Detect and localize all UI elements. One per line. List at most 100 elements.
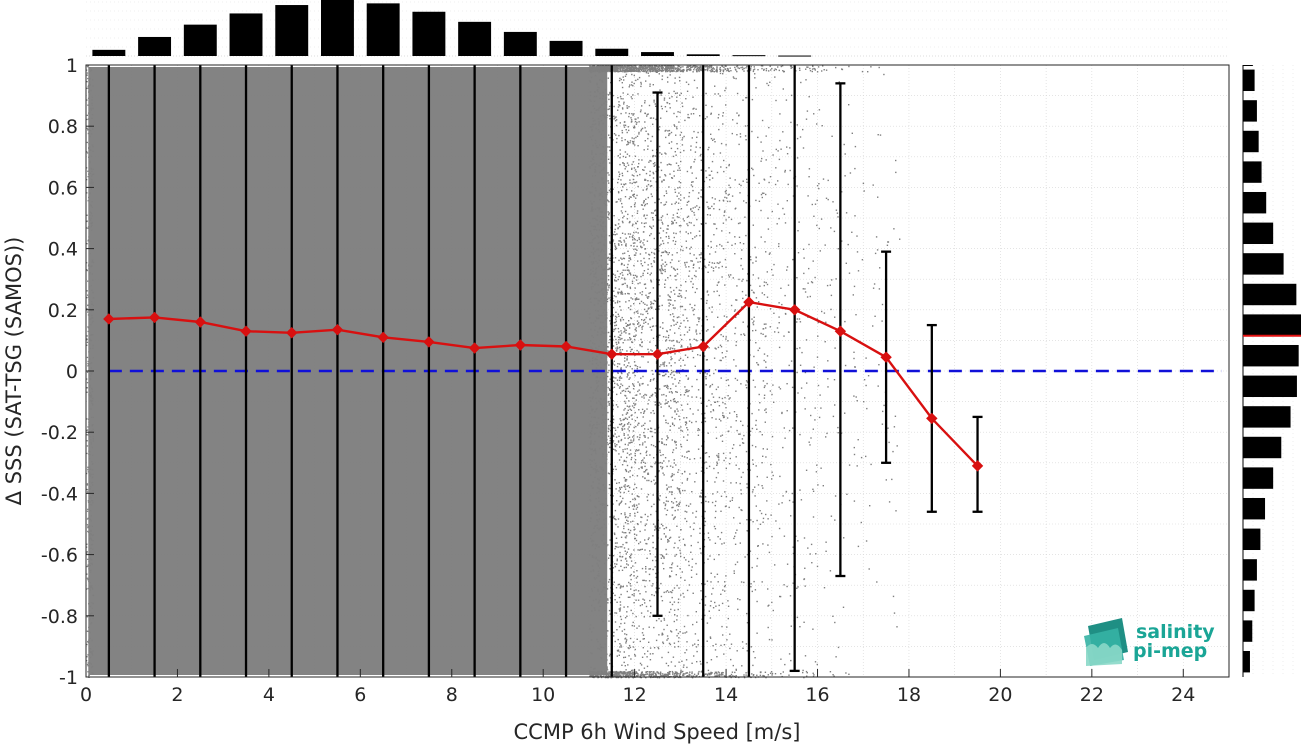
scatter-point: [671, 177, 672, 178]
scatter-point: [645, 591, 646, 592]
scatter-point: [615, 234, 616, 235]
scatter-point: [675, 671, 676, 672]
scatter-point: [715, 528, 716, 529]
scatter-point: [616, 69, 617, 70]
scatter-point: [646, 543, 647, 544]
scatter-point: [616, 349, 617, 350]
scatter-point: [592, 357, 593, 358]
scatter-point: [636, 449, 637, 450]
scatter-point: [669, 252, 670, 253]
scatter-point: [599, 328, 600, 329]
scatter-point: [701, 671, 702, 672]
scatter-point: [647, 610, 648, 611]
scatter-point: [600, 432, 601, 433]
scatter-point: [592, 396, 593, 397]
scatter-point: [622, 221, 623, 222]
scatter-point: [661, 181, 662, 182]
scatter-point: [643, 258, 644, 259]
scatter-point: [684, 580, 685, 581]
scatter-point: [600, 219, 601, 220]
scatter-point: [689, 222, 690, 223]
scatter-point: [705, 223, 706, 224]
scatter-point: [632, 594, 633, 595]
scatter-point: [659, 70, 660, 71]
scatter-point: [635, 137, 636, 138]
scatter-point: [634, 361, 635, 362]
scatter-point: [693, 267, 694, 268]
scatter-point: [705, 372, 706, 373]
scatter-point: [613, 300, 614, 301]
scatter-point: [648, 307, 649, 308]
scatter-point: [617, 547, 618, 548]
scatter-point: [669, 391, 670, 392]
scatter-point: [681, 339, 682, 340]
scatter-point: [679, 293, 680, 294]
scatter-point: [605, 419, 606, 420]
scatter-point: [614, 443, 615, 444]
scatter-point: [605, 204, 606, 205]
scatter-point: [680, 365, 681, 366]
scatter-point: [651, 431, 652, 432]
scatter-point: [593, 600, 594, 601]
scatter-point: [591, 430, 592, 431]
scatter-point: [641, 396, 642, 397]
scatter-point: [629, 476, 630, 477]
scatter-point: [636, 394, 637, 395]
scatter-point: [676, 340, 677, 341]
scatter-point: [690, 232, 691, 233]
scatter-point: [676, 402, 677, 403]
scatter-point: [632, 505, 633, 506]
scatter-point: [664, 98, 665, 99]
scatter-point: [650, 304, 651, 305]
scatter-point: [625, 166, 626, 167]
scatter-point: [604, 594, 605, 595]
scatter-point: [609, 92, 610, 93]
scatter-point: [594, 96, 595, 97]
scatter-point: [714, 141, 715, 142]
scatter-point: [616, 342, 617, 343]
scatter-point: [719, 262, 720, 263]
scatter-point: [714, 576, 715, 577]
scatter-point: [604, 672, 605, 673]
top-hist-bar: [458, 22, 491, 56]
scatter-point: [590, 161, 591, 162]
scatter-point: [674, 124, 675, 125]
scatter-point: [609, 388, 610, 389]
scatter-point: [605, 67, 606, 68]
scatter-point: [594, 411, 595, 412]
scatter-point: [710, 241, 711, 242]
scatter-point: [627, 423, 628, 424]
scatter-point: [614, 534, 615, 535]
scatter-point: [622, 630, 623, 631]
scatter-point: [607, 172, 608, 173]
scatter-point: [625, 537, 626, 538]
scatter-point: [667, 403, 668, 404]
scatter-point: [640, 412, 641, 413]
scatter-point: [668, 254, 669, 255]
scatter-point: [632, 372, 633, 373]
scatter-point: [598, 521, 599, 522]
scatter-point: [622, 87, 623, 88]
scatter-point: [637, 210, 638, 211]
scatter-point: [627, 365, 628, 366]
scatter-point: [652, 547, 653, 548]
right-hist-bar: [1243, 498, 1265, 519]
scatter-point: [601, 591, 602, 592]
scatter-point: [616, 538, 617, 539]
scatter-point: [663, 243, 664, 244]
scatter-point: [622, 586, 623, 587]
scatter-point: [652, 124, 653, 125]
scatter-point: [654, 429, 655, 430]
scatter-point: [721, 532, 722, 533]
scatter-point: [721, 377, 722, 378]
scatter-point: [639, 437, 640, 438]
scatter-point: [633, 384, 634, 385]
scatter-point: [636, 246, 637, 247]
scatter-point: [638, 159, 639, 160]
scatter-point: [682, 675, 683, 676]
scatter-point: [599, 466, 600, 467]
scatter-point: [592, 481, 593, 482]
scatter-point: [616, 119, 617, 120]
scatter-point: [622, 253, 623, 254]
scatter-point: [665, 536, 666, 537]
